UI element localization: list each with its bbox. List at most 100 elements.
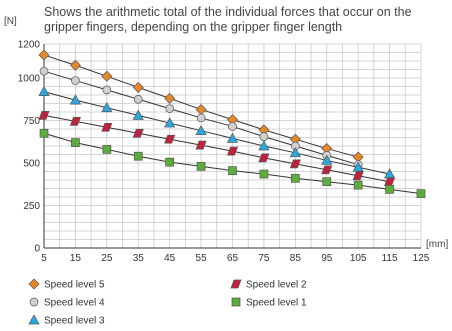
legend-item: Speed level 2	[230, 279, 307, 291]
data-point	[164, 92, 176, 104]
legend-label: Speed level 3	[44, 316, 105, 327]
x-tick-label: 75	[258, 253, 270, 264]
data-point	[165, 104, 175, 113]
x-axis-label: [mm]	[426, 239, 448, 250]
data-point	[133, 94, 143, 104]
data-point	[321, 154, 333, 165]
y-tick-label: 0	[34, 244, 40, 255]
data-point	[132, 128, 144, 138]
data-point	[228, 122, 237, 131]
legend-label: Speed level 2	[246, 280, 307, 291]
x-tick-label: 65	[227, 253, 239, 264]
data-point	[195, 103, 207, 115]
legend-marker	[230, 279, 242, 289]
data-point	[226, 146, 239, 156]
data-point	[164, 117, 176, 128]
legend: Speed level 5 Speed level 4 Speed level 3 S…	[28, 278, 307, 327]
series-1	[38, 49, 364, 163]
data-point	[416, 189, 426, 198]
x-tick-label: 125	[413, 253, 430, 264]
data-point	[321, 165, 333, 175]
series-3	[38, 85, 396, 179]
data-point	[353, 180, 363, 190]
data-point	[39, 66, 49, 76]
legend-label: Speed level 4	[44, 298, 105, 309]
y-tick-label: 500	[23, 159, 40, 170]
data-point	[226, 132, 239, 143]
data-point	[69, 116, 81, 126]
tick-labels: 5 15 25 35 45 55 65 75 85 95 105 115 125 0 250 500 750 10…	[18, 40, 430, 265]
data-point	[102, 85, 112, 95]
x-tick-label: 115	[382, 253, 398, 264]
x-tick-label: 15	[70, 253, 82, 264]
legend-marker	[231, 297, 241, 307]
series-4	[38, 111, 396, 187]
x-tick-label: 105	[350, 253, 367, 264]
data-point	[101, 102, 113, 113]
x-tick-label: 25	[101, 253, 113, 264]
series-line	[43, 91, 390, 175]
data-point	[290, 173, 300, 183]
data-point	[195, 140, 207, 150]
data-point	[289, 147, 301, 158]
data-series	[38, 49, 426, 198]
data-point	[71, 76, 80, 85]
data-point	[164, 134, 176, 144]
legend-label: Speed level 1	[246, 298, 307, 309]
data-point	[69, 94, 82, 105]
legend-marker	[28, 278, 40, 290]
chart-title: Shows the arithmetic total of the indivi…	[44, 5, 412, 34]
data-point	[384, 177, 396, 187]
chart-title-line-2: gripper fingers, depending on the grippe…	[44, 20, 342, 34]
legend-marker	[29, 297, 39, 307]
data-point	[165, 157, 175, 167]
grid	[43, 43, 422, 248]
series-line	[43, 114, 390, 183]
data-point	[102, 145, 112, 154]
y-tick-label: 1200	[18, 40, 41, 51]
data-point	[101, 122, 113, 132]
x-tick-label: 45	[164, 253, 176, 264]
x-tick-label: 95	[321, 253, 333, 264]
x-tick-label: 5	[41, 253, 47, 264]
data-point	[39, 128, 49, 138]
data-point	[258, 153, 270, 163]
data-point	[38, 49, 50, 61]
data-point	[196, 162, 206, 171]
y-tick-label: 750	[23, 116, 40, 127]
y-axis-label: [N]	[4, 16, 17, 27]
chart-title-line-1: Shows the arithmetic total of the indivi…	[44, 5, 412, 19]
y-tick-label: 250	[23, 201, 40, 212]
data-point	[196, 113, 206, 123]
series-5	[39, 128, 426, 198]
data-point	[385, 185, 394, 194]
data-point	[352, 171, 364, 181]
data-point	[38, 111, 50, 120]
data-point	[71, 138, 80, 147]
data-point	[259, 169, 269, 179]
data-point	[38, 85, 50, 96]
data-point	[322, 177, 332, 187]
axes	[43, 44, 421, 249]
data-point	[132, 109, 144, 120]
data-point	[228, 166, 237, 175]
legend-item: Speed level 5	[28, 278, 105, 291]
legend-marker	[28, 314, 40, 325]
series-2	[39, 66, 363, 170]
data-point	[195, 124, 207, 136]
data-point	[289, 159, 301, 169]
data-point	[258, 140, 270, 151]
data-point	[133, 151, 143, 161]
data-point	[69, 59, 81, 71]
data-point	[132, 81, 144, 93]
legend-label: Speed level 5	[44, 280, 105, 291]
x-tick-label: 55	[196, 253, 208, 264]
data-point	[101, 70, 113, 82]
legend-item: Speed level 4	[29, 297, 105, 309]
data-point	[352, 161, 364, 172]
legend-item: Speed level 3	[28, 314, 105, 327]
x-tick-label: 35	[133, 253, 145, 264]
legend-item: Speed level 1	[231, 297, 307, 309]
data-point	[259, 132, 269, 141]
